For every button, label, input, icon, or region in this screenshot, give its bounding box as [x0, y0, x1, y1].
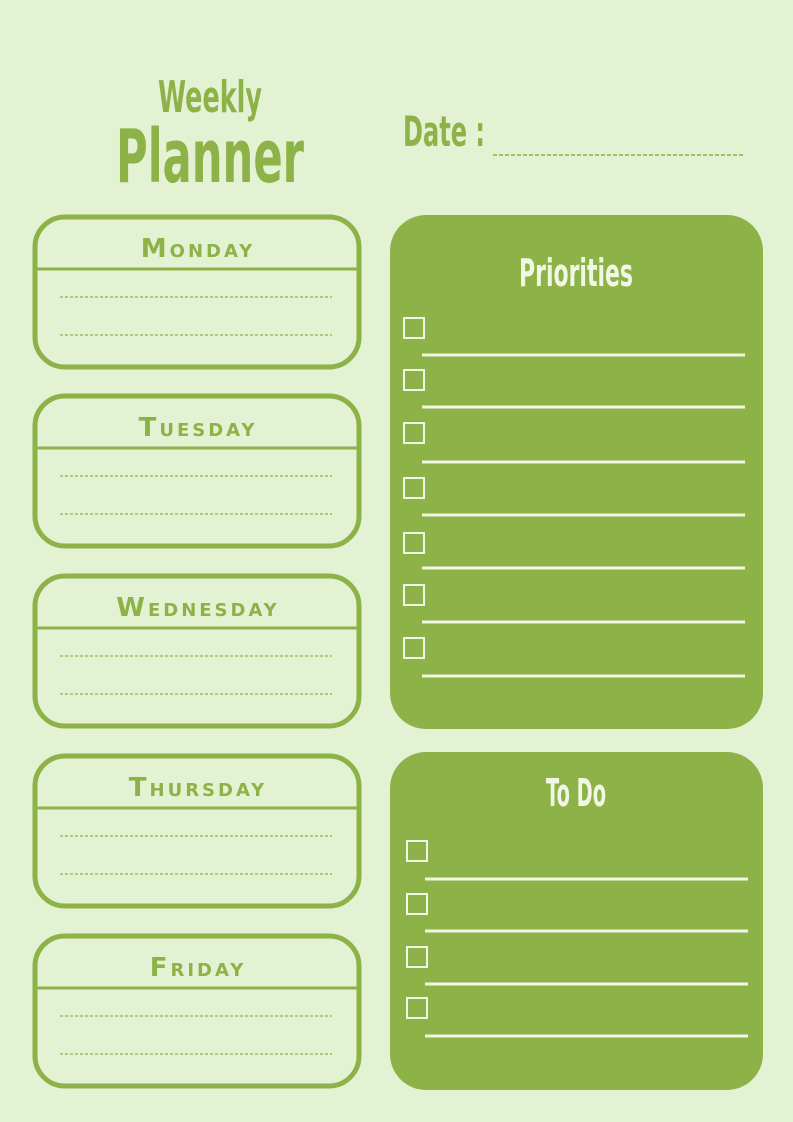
day-box — [32, 753, 362, 909]
title-weekly: Weekly — [158, 72, 262, 123]
day-label: Monday — [141, 234, 255, 264]
checkbox — [403, 637, 425, 659]
checkbox — [403, 532, 425, 554]
checkbox — [406, 893, 428, 915]
day-label: Wednesday — [116, 593, 279, 623]
checkbox — [406, 997, 428, 1019]
checkbox — [403, 584, 425, 606]
checkbox — [406, 946, 428, 968]
title-planner: Planner — [116, 114, 304, 200]
day-box — [32, 214, 362, 370]
checkbox — [403, 317, 425, 339]
priorities-box — [390, 215, 763, 729]
todo-box — [390, 752, 763, 1090]
day-label: Friday — [150, 953, 247, 983]
checkbox — [406, 840, 428, 862]
day-box — [32, 393, 362, 549]
day-box — [32, 933, 362, 1089]
checkbox — [403, 369, 425, 391]
date-label: Date : — [403, 107, 485, 156]
day-box — [32, 573, 362, 729]
checkbox — [403, 422, 425, 444]
checkbox — [403, 477, 425, 499]
priorities-title: Priorities — [519, 251, 633, 295]
todo-title: To Do — [546, 771, 606, 815]
day-label: Thursday — [129, 773, 267, 803]
day-label: Tuesday — [139, 413, 258, 443]
